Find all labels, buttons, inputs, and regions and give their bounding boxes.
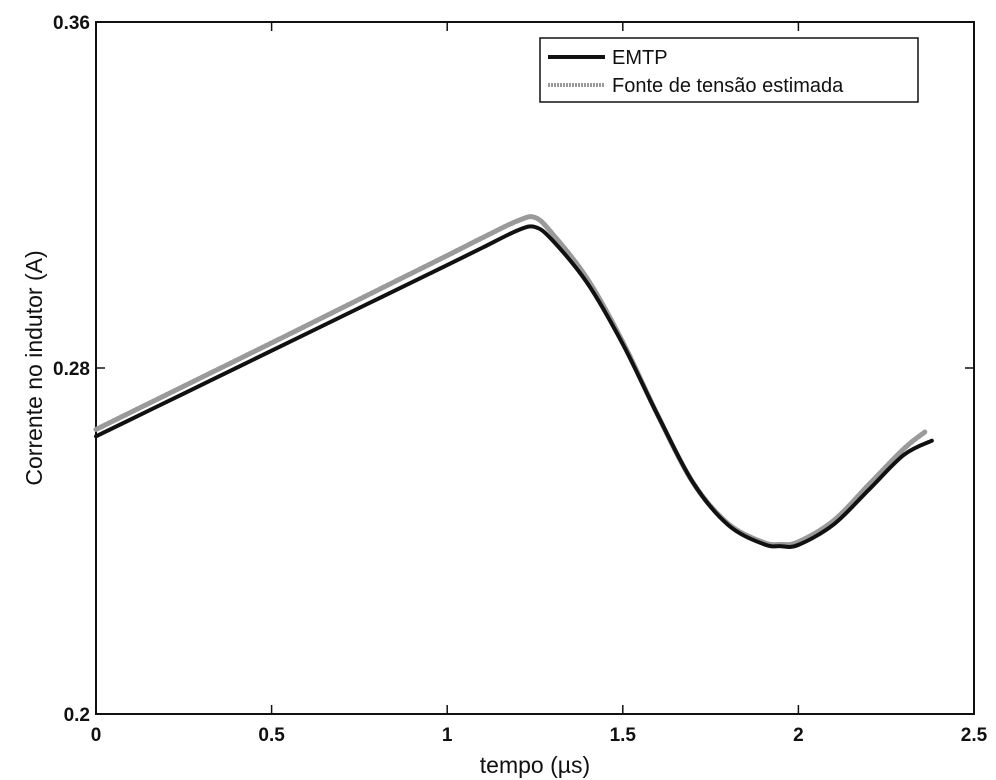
y-tick-label: 0.2 <box>64 705 90 726</box>
x-tick-label: 1.5 <box>610 725 637 746</box>
series-group <box>93 214 934 549</box>
x-tick-label: 2.5 <box>961 725 988 746</box>
legend-label-fonte: Fonte de tensão estimada <box>612 75 844 97</box>
series-line-emtp <box>94 224 934 549</box>
y-tick-label: 0.28 <box>53 359 90 380</box>
y-axis-label: Corrente no indutor (A) <box>21 250 47 485</box>
legend-box <box>539 37 919 103</box>
x-tick-label: 0 <box>91 725 102 746</box>
x-tick-label: 2 <box>793 725 804 746</box>
x-tick-label: 1 <box>442 725 453 746</box>
y-tick-label: 0.36 <box>53 13 90 34</box>
legend: EMTP Fonte de tensão estimada <box>539 37 919 103</box>
x-tick-label: 0.5 <box>258 725 285 746</box>
plot-area <box>95 21 975 715</box>
x-axis-label: tempo (µs) <box>480 752 590 778</box>
legend-label-emtp: EMTP <box>612 47 668 69</box>
axis-ticks: 0 0.5 1 1.5 2 2.5 0.2 0.28 0.36 <box>53 13 988 746</box>
